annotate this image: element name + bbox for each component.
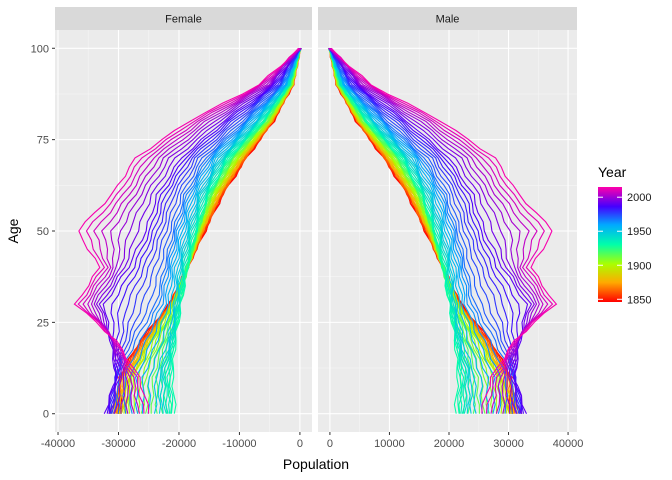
line-female-1939 <box>163 48 302 414</box>
line-male-2011 <box>330 47 554 414</box>
line-female-1993 <box>98 48 299 414</box>
line-male-1948 <box>329 48 473 414</box>
line-female-2005 <box>87 47 302 414</box>
line-male-1942 <box>327 48 469 414</box>
line-male-1951 <box>330 48 477 414</box>
line-male-1972 <box>330 48 518 414</box>
line-female-1957 <box>141 48 301 414</box>
line-male-1978 <box>329 48 521 414</box>
strip-label-female: Female <box>165 14 202 26</box>
line-male-2014 <box>330 47 558 414</box>
line-female-1978 <box>110 48 301 414</box>
strip-female <box>55 7 312 30</box>
line-female-2002 <box>90 47 302 414</box>
line-female-2011 <box>77 47 300 414</box>
line-female-1981 <box>109 47 302 414</box>
y-tick-label: 75 <box>37 135 49 147</box>
line-female-1936 <box>166 48 301 414</box>
legend-tick-label: 1950 <box>627 226 651 238</box>
line-male-2008 <box>328 47 549 414</box>
line-female-1951 <box>153 48 300 414</box>
x-tick-label: 0 <box>327 438 333 450</box>
line-male-1981 <box>328 47 522 414</box>
line-male-1990 <box>330 47 529 414</box>
y-tick-label: 50 <box>37 226 49 238</box>
line-male-1936 <box>329 48 465 414</box>
line-female-1972 <box>113 48 300 414</box>
line-female-1960 <box>134 48 302 414</box>
data-lines <box>73 47 558 414</box>
x-tick-label: 20000 <box>434 438 465 450</box>
line-female-2008 <box>82 47 301 414</box>
x-tick-label: 40000 <box>553 438 584 450</box>
axis-ticks: -40000 -30000 -20000 -10000 0 0 10000 20000 3000… <box>31 43 584 450</box>
line-male-1954 <box>330 48 484 414</box>
line-male-2002 <box>328 47 540 414</box>
legend-tick-label: 1850 <box>627 294 651 306</box>
x-tick-label: -30000 <box>101 438 135 450</box>
line-female-1990 <box>102 47 300 414</box>
x-tick-label: 10000 <box>374 438 405 450</box>
x-axis-title: Population <box>283 456 349 472</box>
strip-male <box>318 7 577 30</box>
line-male-1969 <box>330 48 515 414</box>
line-female-1969 <box>116 48 300 414</box>
line-female-1966 <box>122 47 302 414</box>
x-tick-label: -10000 <box>222 438 256 450</box>
x-tick-label: -40000 <box>41 438 75 450</box>
line-male-1993 <box>330 48 533 414</box>
legend-title: Year <box>598 164 627 180</box>
line-male-1996 <box>330 48 535 414</box>
line-male-1957 <box>329 48 490 414</box>
line-female-1948 <box>157 48 300 414</box>
line-male-1960 <box>328 48 496 414</box>
line-male-1966 <box>328 47 509 414</box>
line-female-1954 <box>147 48 300 414</box>
line-female-1999 <box>93 47 301 414</box>
legend-tick-label: 2000 <box>627 192 651 204</box>
line-female-1963 <box>129 47 302 414</box>
legend: Year 1850 1900 1950 2000 <box>598 164 651 306</box>
x-tick-label: 30000 <box>493 438 524 450</box>
line-male-2005 <box>328 47 544 414</box>
y-axis-title: Age <box>5 218 21 243</box>
line-female-1996 <box>95 48 300 414</box>
line-female-1942 <box>162 48 302 414</box>
y-tick-label: 100 <box>31 43 49 55</box>
strip-label-male: Male <box>436 14 460 26</box>
x-tick-label: 0 <box>297 438 303 450</box>
legend-colorbar <box>598 187 622 302</box>
y-tick-label: 25 <box>37 317 49 329</box>
legend-tick-label: 1900 <box>627 260 651 272</box>
line-male-1963 <box>328 47 502 414</box>
line-male-1999 <box>329 47 538 414</box>
line-female-2014 <box>73 47 299 414</box>
line-male-1939 <box>328 48 467 414</box>
x-tick-label: -20000 <box>162 438 196 450</box>
y-tick-label: 0 <box>43 409 49 421</box>
